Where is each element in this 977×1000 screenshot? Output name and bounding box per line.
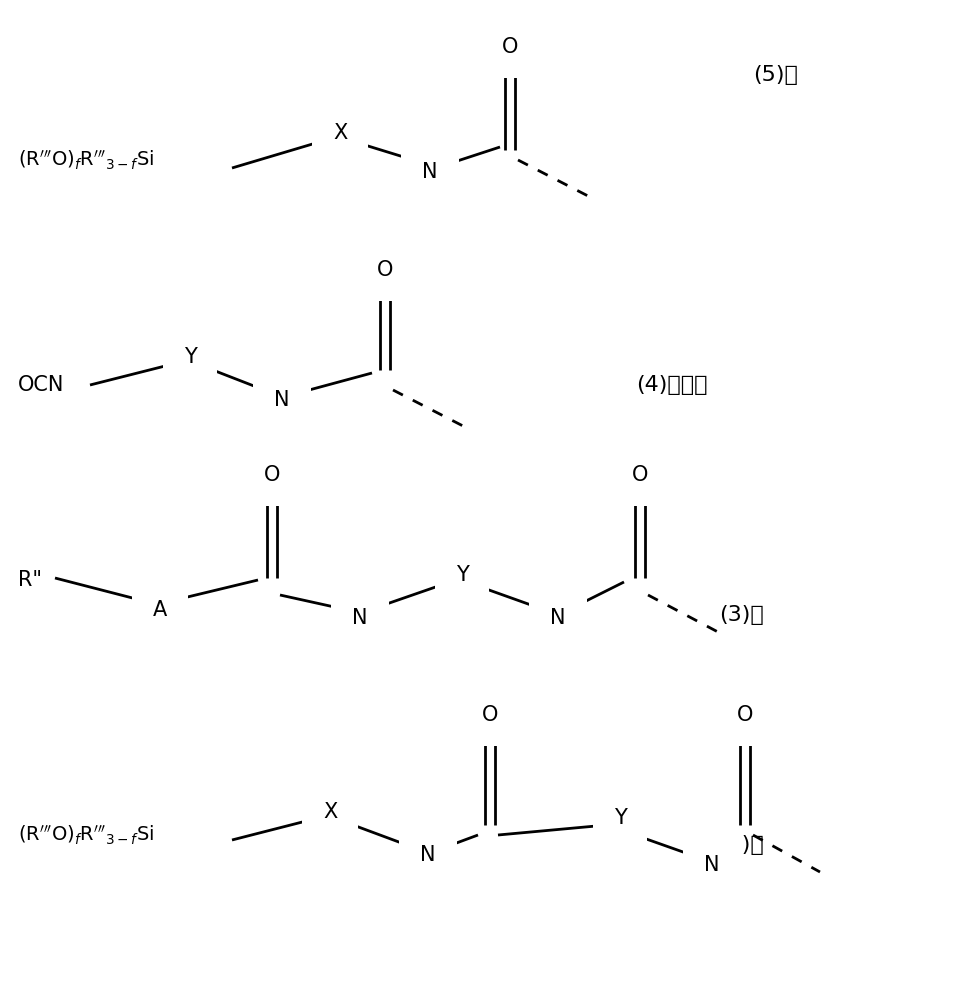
Text: N: N: [703, 855, 719, 875]
Text: Y: Y: [455, 565, 468, 585]
Text: N: N: [550, 608, 565, 628]
Text: O: O: [631, 465, 648, 485]
Text: (R$^{\prime\prime\prime}$O)$_f$R$^{\prime\prime\prime}$$_{3-f}$Si: (R$^{\prime\prime\prime}$O)$_f$R$^{\prim…: [18, 148, 154, 172]
Text: O: O: [264, 465, 279, 485]
Text: A: A: [152, 600, 167, 620]
Text: X: X: [332, 123, 347, 143]
Text: O: O: [736, 705, 752, 725]
Text: (5)，: (5)，: [752, 65, 797, 85]
Text: (3)、: (3)、: [718, 605, 763, 625]
Text: N: N: [274, 390, 289, 410]
Text: H: H: [276, 412, 288, 430]
Text: (2)、: (2)、: [718, 835, 763, 855]
Text: N: N: [420, 845, 436, 865]
Text: Y: Y: [184, 347, 196, 367]
Text: O: O: [482, 705, 497, 725]
Text: H: H: [551, 629, 564, 647]
Text: Y: Y: [613, 808, 626, 828]
Text: (4)、以及: (4)、以及: [635, 375, 706, 395]
Text: H: H: [421, 867, 434, 885]
Text: O: O: [501, 37, 518, 57]
Text: N: N: [352, 608, 367, 628]
Text: (R$^{\prime\prime\prime}$O)$_f$R$^{\prime\prime\prime}$$_{3-f}$Si: (R$^{\prime\prime\prime}$O)$_f$R$^{\prim…: [18, 823, 154, 847]
Text: H: H: [423, 183, 436, 201]
Text: H: H: [705, 877, 717, 895]
Text: R": R": [18, 570, 42, 590]
Text: OCN: OCN: [18, 375, 64, 395]
Text: O: O: [376, 260, 393, 280]
Text: N: N: [422, 162, 438, 182]
Text: X: X: [322, 802, 337, 822]
Text: H: H: [354, 629, 365, 647]
